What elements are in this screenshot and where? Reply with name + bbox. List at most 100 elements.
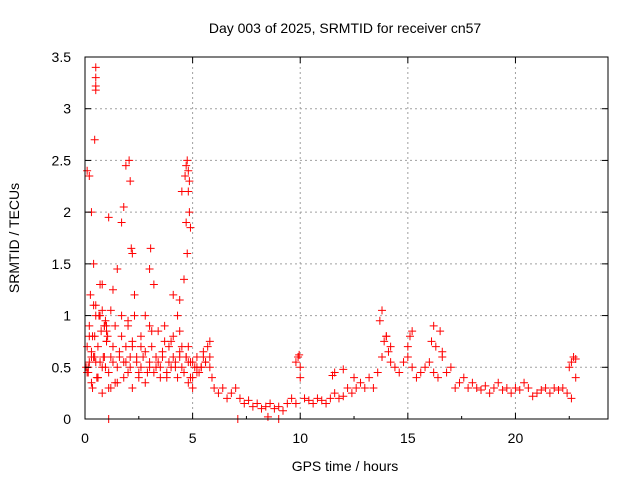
data-point	[205, 363, 214, 372]
data-point	[201, 358, 210, 367]
data-point	[117, 311, 126, 320]
data-point	[274, 402, 283, 411]
data-point	[489, 383, 498, 392]
data-point	[173, 373, 182, 382]
data-point	[104, 213, 113, 222]
y-tick-label: 0	[63, 411, 71, 427]
data-point	[91, 73, 100, 82]
data-point	[287, 394, 296, 403]
data-point	[528, 392, 537, 401]
data-point	[567, 358, 576, 367]
data-point	[334, 394, 343, 403]
data-point	[494, 378, 503, 387]
data-point	[182, 161, 191, 170]
data-point	[446, 363, 455, 372]
data-point	[438, 347, 447, 356]
data-point	[91, 86, 100, 95]
data-point	[192, 363, 201, 372]
data-point	[91, 358, 100, 367]
data-point	[91, 63, 100, 72]
data-point	[571, 355, 580, 364]
data-point	[350, 373, 359, 382]
data-point	[184, 342, 193, 351]
data-point	[128, 342, 137, 351]
data-point	[244, 396, 253, 405]
data-point	[511, 383, 520, 392]
y-tick-label: 3.5	[52, 49, 72, 65]
grid-lines	[85, 57, 608, 419]
data-point	[156, 363, 165, 372]
data-point	[93, 373, 102, 382]
data-point	[309, 399, 318, 408]
data-point	[537, 386, 546, 395]
data-point	[395, 368, 404, 377]
data-point	[111, 321, 120, 330]
data-point	[384, 347, 393, 356]
data-point	[89, 301, 98, 310]
data-point	[169, 332, 178, 341]
data-point	[403, 342, 412, 351]
data-point	[183, 156, 192, 165]
data-point	[182, 218, 191, 227]
data-point	[102, 337, 111, 346]
data-point	[429, 321, 438, 330]
data-point	[431, 342, 440, 351]
data-point	[164, 358, 173, 367]
data-point	[558, 383, 567, 392]
data-point	[130, 290, 139, 299]
data-point	[184, 378, 193, 387]
data-point	[108, 285, 117, 294]
data-point	[136, 332, 145, 341]
data-point	[146, 244, 155, 253]
data-point	[152, 352, 161, 361]
data-point	[571, 373, 580, 382]
data-point	[184, 187, 193, 196]
data-point	[369, 383, 378, 392]
data-point	[442, 368, 451, 377]
data-point	[86, 290, 95, 299]
data-point	[408, 363, 417, 372]
data-point	[85, 171, 94, 180]
data-point	[106, 306, 115, 315]
data-point	[134, 368, 143, 377]
data-point	[171, 363, 180, 372]
data-point	[119, 202, 128, 211]
data-point	[186, 373, 195, 382]
data-point	[108, 342, 117, 351]
data-point	[283, 399, 292, 408]
data-point	[399, 358, 408, 367]
data-point	[214, 389, 223, 398]
data-point	[541, 383, 550, 392]
data-point	[300, 394, 309, 403]
data-point	[408, 327, 417, 336]
data-point	[468, 378, 477, 387]
data-point	[339, 392, 348, 401]
y-axis-label: SRMTID / TECUs	[6, 183, 22, 293]
data-point	[563, 389, 572, 398]
data-point	[240, 399, 249, 408]
data-points	[82, 63, 580, 423]
data-point	[481, 381, 490, 390]
data-point	[502, 383, 511, 392]
data-point	[85, 332, 94, 341]
data-point	[382, 332, 391, 341]
data-point	[412, 373, 421, 382]
data-point	[89, 352, 98, 361]
data-point	[180, 275, 189, 284]
data-point	[83, 342, 92, 351]
data-point	[141, 311, 150, 320]
data-point	[261, 402, 270, 411]
y-tick-label: 2	[63, 204, 71, 220]
data-point	[162, 373, 171, 382]
data-point	[330, 368, 339, 377]
data-point	[304, 396, 313, 405]
data-point	[136, 342, 145, 351]
data-point	[253, 399, 262, 408]
data-point	[188, 383, 197, 392]
data-point	[436, 327, 445, 336]
data-point	[291, 358, 300, 367]
y-tick-label: 1	[63, 308, 71, 324]
data-point	[96, 280, 105, 289]
data-point	[85, 321, 94, 330]
data-point	[425, 358, 434, 367]
